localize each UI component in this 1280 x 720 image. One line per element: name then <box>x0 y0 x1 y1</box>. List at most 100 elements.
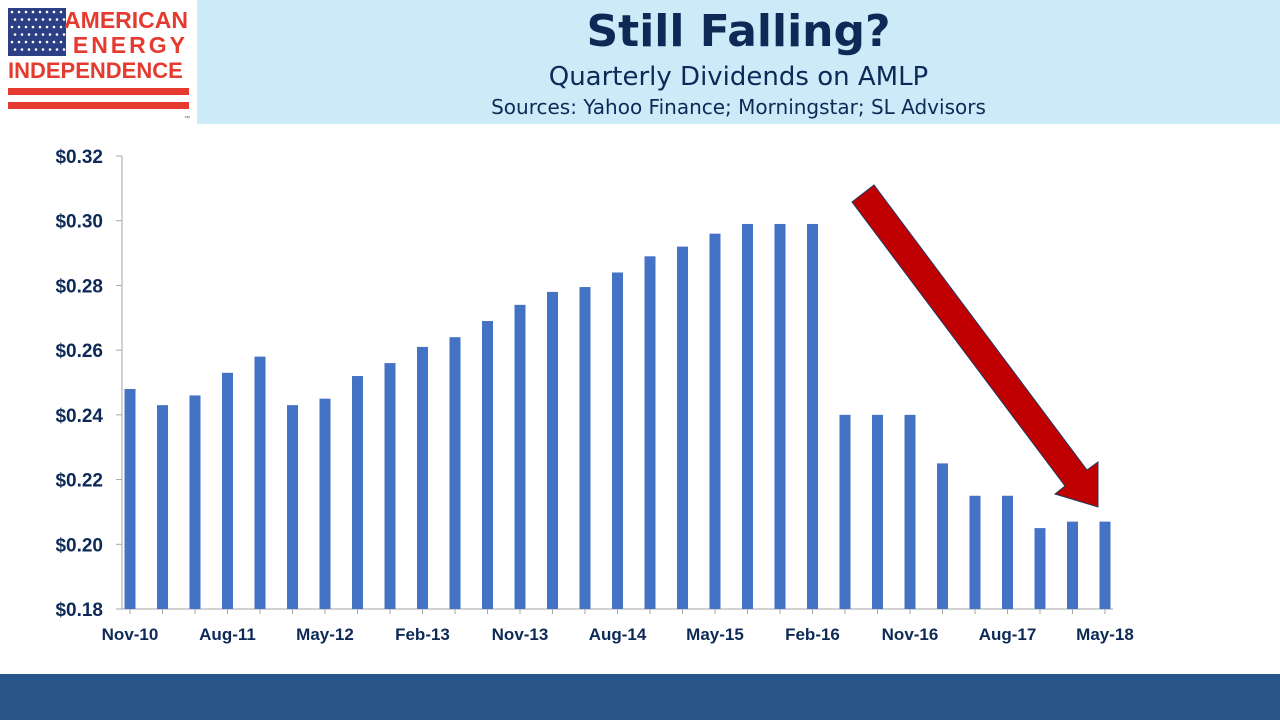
flag-star <box>13 18 17 21</box>
flag-stars <box>10 10 66 51</box>
y-tick-label: $0.20 <box>55 535 103 556</box>
y-tick-label: $0.30 <box>55 212 103 233</box>
bar-Nov-10 <box>124 388 136 609</box>
flag-star <box>45 40 49 44</box>
flag-star <box>38 40 42 44</box>
y-tick-label: $0.26 <box>55 341 103 362</box>
logo-trademark: ™ <box>184 115 190 122</box>
bar-Feb-12 <box>287 405 298 609</box>
bar-Aug-15 <box>742 223 753 609</box>
bar-Feb-17 <box>937 463 948 609</box>
flag-stripe-2 <box>8 102 189 109</box>
y-tick-label: $0.32 <box>55 147 103 168</box>
flag-star <box>48 33 52 36</box>
flag-star <box>52 10 56 14</box>
flag-star <box>59 10 63 14</box>
flag-star <box>27 33 31 36</box>
bar-May-12 <box>319 398 331 609</box>
bar-Nov-16 <box>904 414 916 609</box>
bar-Nov-15 <box>774 223 786 609</box>
y-tick-label: $0.24 <box>55 406 103 427</box>
bar-Feb-16 <box>807 223 818 609</box>
bar-May-18 <box>1099 521 1111 609</box>
flag-star <box>55 18 59 21</box>
x-tick-label: May-15 <box>686 625 744 644</box>
flag-star <box>17 10 21 14</box>
bar-May-17 <box>969 495 981 609</box>
flag-star <box>55 33 59 36</box>
x-tick-label: Feb-13 <box>395 625 450 644</box>
logo-line-2: ENERGY <box>73 32 188 58</box>
y-tick-label: $0.28 <box>55 276 103 297</box>
bar-Nov-12 <box>384 363 396 609</box>
bar-May-11 <box>189 395 201 609</box>
flag-star <box>34 48 38 51</box>
x-axis: Nov-10 Aug-11 May-12 Feb-13 Nov-13 Aug-14 May-… <box>102 608 1134 644</box>
flag-star <box>13 33 17 36</box>
logo-line-3: INDEPENDENCE <box>8 58 183 83</box>
flag-star <box>48 48 52 51</box>
flag-star <box>27 18 31 21</box>
page-title: Still Falling? <box>586 6 891 57</box>
red-arrow-annotation <box>851 184 1099 508</box>
bar-Aug-11 <box>222 372 233 609</box>
bar-Nov-11 <box>254 356 266 609</box>
flag-star <box>59 40 63 44</box>
flag-star <box>13 48 17 51</box>
logo-line-1: AMERICAN <box>64 7 188 33</box>
flag-star <box>17 25 21 29</box>
bar-Feb-18 <box>1067 521 1078 609</box>
y-tick-label: $0.22 <box>55 471 103 492</box>
flag-star <box>24 10 28 14</box>
x-tick-label: Aug-17 <box>979 625 1037 644</box>
x-tick-label: Nov-16 <box>882 625 939 644</box>
bar-Feb-14 <box>547 291 558 609</box>
x-tick-label: Nov-10 <box>102 625 159 644</box>
flag-star <box>38 10 42 14</box>
x-tick-label: May-18 <box>1076 625 1134 644</box>
sources-note: Sources: Yahoo Finance; Morningstar; SL … <box>491 95 986 119</box>
bar-Aug-12 <box>352 376 363 609</box>
bar-Nov-14 <box>644 256 656 609</box>
flag-star <box>31 10 35 14</box>
flag-star <box>31 25 35 29</box>
flag-star <box>45 25 49 29</box>
bar-May-16 <box>839 414 851 609</box>
x-tick-label: Aug-14 <box>589 625 647 644</box>
flag-star <box>31 40 35 44</box>
flag-star <box>48 18 52 21</box>
logo: AMERICAN ENERGY INDEPENDENCE ™ <box>0 0 197 124</box>
x-tick-label: May-12 <box>296 625 354 644</box>
flag-star <box>10 10 14 14</box>
page-subtitle: Quarterly Dividends on AMLP <box>548 62 929 92</box>
flag-star <box>34 33 38 36</box>
bar-Aug-14 <box>612 272 623 609</box>
bar-Aug-16 <box>872 414 883 609</box>
bar-Feb-15 <box>677 246 688 609</box>
x-tick-label: Aug-11 <box>199 625 256 644</box>
flag-star <box>59 25 63 29</box>
flag-star <box>41 33 45 36</box>
flag-star <box>52 40 56 44</box>
bar-May-14 <box>579 287 591 609</box>
bar-Nov-17 <box>1034 528 1046 609</box>
footer-bar <box>0 674 1280 720</box>
flag-star <box>20 48 24 51</box>
flag-star <box>45 10 49 14</box>
flag-star <box>41 48 45 51</box>
flag-star <box>38 25 42 29</box>
flag-star <box>27 48 31 51</box>
bar-Aug-17 <box>1002 495 1013 609</box>
flag-canton <box>8 8 66 56</box>
flag-star <box>20 18 24 21</box>
bar-Feb-11 <box>157 405 168 609</box>
bar-May-15 <box>709 233 721 609</box>
flag-star <box>52 25 56 29</box>
header-banner: Still Falling? Quarterly Dividends on AM… <box>197 0 1280 124</box>
dividend-bar-chart: $0.18 $0.20 $0.22 $0.24 $0.26 $0.28 $0.30 $0.32… <box>55 147 1134 644</box>
flag-star <box>62 33 66 36</box>
flag-star <box>24 25 28 29</box>
x-tick-label: Nov-13 <box>492 625 549 644</box>
american-flag-logo: AMERICAN ENERGY INDEPENDENCE ™ <box>8 7 190 122</box>
y-axis: $0.18 $0.20 $0.22 $0.24 $0.26 $0.28 $0.30 $0.32 <box>55 147 123 621</box>
